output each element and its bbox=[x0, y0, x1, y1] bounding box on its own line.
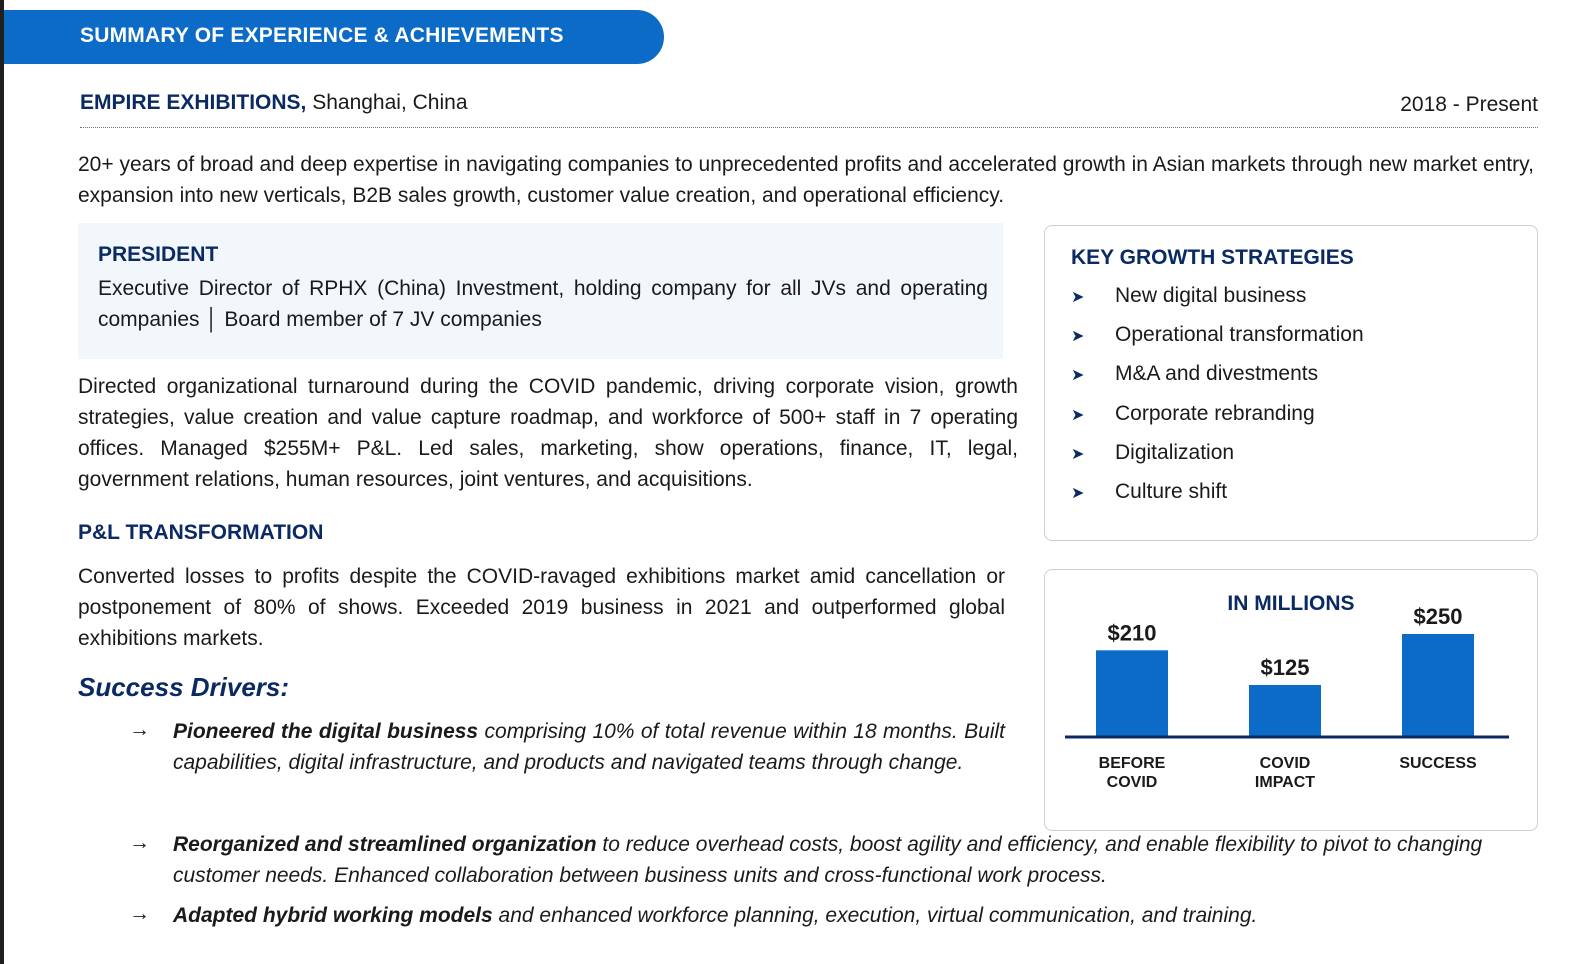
arrow-bullet-icon: ➤ bbox=[1071, 367, 1085, 384]
chart-category-label: COVID bbox=[1260, 755, 1311, 772]
strategy-item: ➤ Corporate rebranding bbox=[1071, 402, 1315, 425]
intro-paragraph: 20+ years of broad and deep expertise in… bbox=[78, 153, 1534, 207]
driver-text: and enhanced workforce planning, executi… bbox=[492, 904, 1258, 927]
chart-category-label: COVID bbox=[1107, 774, 1158, 791]
chart-bar bbox=[1249, 685, 1321, 736]
section-title: SUMMARY OF EXPERIENCE & ACHIEVEMENTS bbox=[80, 24, 564, 47]
chart-value-label: $125 bbox=[1261, 655, 1310, 680]
revenue-chart-box: IN MILLIONS $210 BEFORE COVID $125 COVID IMPA… bbox=[1044, 569, 1538, 831]
arrow-bullet-icon: ➤ bbox=[1071, 289, 1085, 306]
president-box: PRESIDENT Executive Director of RPHX (Ch… bbox=[78, 223, 1003, 359]
arrow-icon: → bbox=[129, 902, 150, 925]
driver-bold-text: Adapted hybrid working models bbox=[173, 904, 493, 927]
directed-paragraph: Directed organizational turnaround durin… bbox=[78, 375, 1018, 491]
success-drivers-heading: Success Drivers: bbox=[78, 672, 290, 702]
chart-bar bbox=[1096, 650, 1168, 736]
employment-period: 2018 - Present bbox=[1400, 93, 1538, 116]
company-location: Shanghai, China bbox=[306, 91, 468, 114]
chart-value-label: $250 bbox=[1414, 604, 1463, 629]
chart-category-label: SUCCESS bbox=[1399, 755, 1477, 772]
company-line: EMPIRE EXHIBITIONS, Shanghai, China bbox=[80, 91, 468, 115]
chart-category-label: IMPACT bbox=[1255, 774, 1315, 791]
arrow-icon: → bbox=[129, 718, 150, 741]
dotted-divider bbox=[80, 127, 1538, 128]
arrow-bullet-icon: ➤ bbox=[1071, 485, 1085, 502]
president-title: PRESIDENT bbox=[98, 243, 219, 266]
strategy-item: ➤ Digitalization bbox=[1071, 441, 1235, 464]
company-name: EMPIRE EXHIBITIONS, bbox=[80, 91, 307, 114]
chart-bar bbox=[1402, 634, 1474, 736]
pl-description: Converted losses to profits despite the … bbox=[78, 565, 1005, 650]
driver-text: to reduce overhead costs, boost agility … bbox=[173, 833, 1483, 887]
strategy-item: ➤ Operational transformation bbox=[1071, 323, 1364, 346]
president-description: Executive Director of RPHX (China) Inves… bbox=[98, 277, 988, 331]
chart-title: IN MILLIONS bbox=[1227, 592, 1354, 615]
chart-value-label: $210 bbox=[1108, 620, 1157, 645]
pl-heading: P&L TRANSFORMATION bbox=[78, 521, 324, 544]
arrow-bullet-icon: ➤ bbox=[1071, 407, 1085, 424]
strategy-item: ➤ New digital business bbox=[1071, 284, 1307, 307]
driver-bold-text: Pioneered the digital business bbox=[173, 720, 479, 743]
key-growth-strategies-box: KEY GROWTH STRATEGIES ➤ New digital busin… bbox=[1044, 225, 1538, 541]
strategy-item: ➤ Culture shift bbox=[1071, 480, 1228, 503]
arrow-bullet-icon: ➤ bbox=[1071, 328, 1085, 345]
section-header-band bbox=[4, 10, 664, 64]
chart-category-label: BEFORE bbox=[1099, 755, 1166, 772]
left-edge-bar bbox=[0, 0, 4, 964]
strategy-item: ➤ M&A and divestments bbox=[1071, 362, 1319, 385]
success-driver-item: → Reorganized and streamlined organizati… bbox=[129, 829, 1553, 891]
arrow-icon: → bbox=[129, 831, 150, 854]
success-driver-item: → Adapted hybrid working models and enha… bbox=[129, 900, 1553, 931]
revenue-bar-chart: IN MILLIONS $210 BEFORE COVID $125 COVID IMPA… bbox=[1065, 592, 1509, 791]
strategies-title: KEY GROWTH STRATEGIES bbox=[1071, 246, 1354, 269]
success-driver-item: → Pioneered the digital business compris… bbox=[129, 716, 1005, 778]
driver-text: comprising 10% of total revenue within 1… bbox=[173, 720, 1005, 774]
arrow-bullet-icon: ➤ bbox=[1071, 446, 1085, 463]
driver-bold-text: Reorganized and streamlined organization bbox=[173, 833, 597, 856]
